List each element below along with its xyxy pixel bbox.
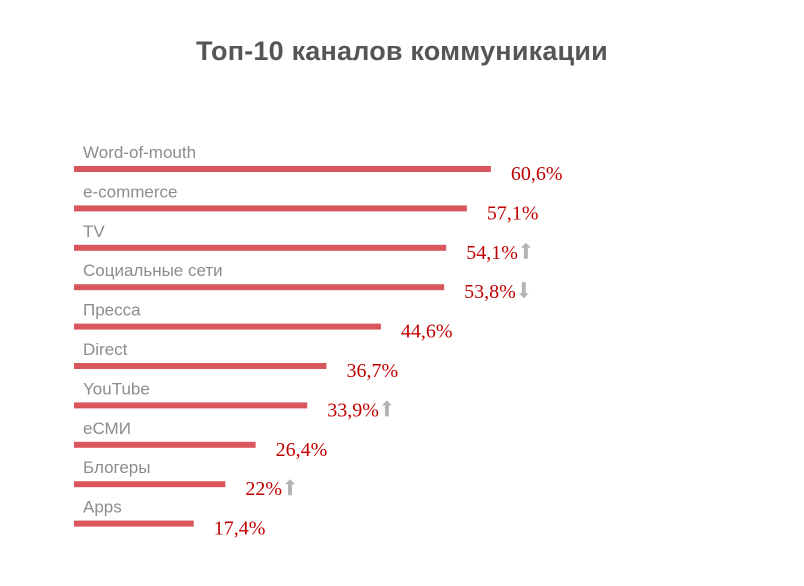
category-label: еСМИ [83, 419, 131, 438]
bar [74, 244, 447, 251]
value-label: 22% [245, 478, 282, 500]
value-label: 36,7% [346, 360, 398, 382]
trend-up-icon [285, 479, 296, 496]
category-label: Apps [83, 498, 122, 517]
value-label: 54,1% [466, 242, 518, 264]
category-label: TV [83, 222, 105, 241]
value-label: 17,4% [214, 518, 266, 540]
category-label: YouTube [83, 379, 150, 398]
category-label: Word-of-mouth [83, 143, 196, 162]
value-label: 33,9% [327, 399, 379, 421]
value-label: 26,4% [276, 439, 328, 461]
bar [74, 166, 491, 172]
category-label: Пресса [83, 301, 141, 320]
category-label: e-commerce [83, 182, 177, 201]
value-label: 57,1% [487, 202, 539, 224]
chart-title: Топ-10 каналов коммуникации [196, 36, 608, 66]
bar [74, 481, 226, 488]
value-label: 44,6% [401, 321, 453, 343]
bar [74, 363, 327, 369]
category-label: Блогеры [83, 458, 151, 477]
category-label: Социальные сети [83, 261, 223, 280]
trend-down-icon [518, 282, 529, 299]
bar [74, 520, 194, 527]
bar [74, 205, 467, 212]
value-label: 53,8% [464, 281, 516, 303]
bar [74, 284, 445, 291]
trend-up-icon [520, 242, 531, 259]
bar [74, 402, 308, 409]
bar [74, 323, 381, 330]
value-label: 60,6% [511, 163, 563, 185]
bar [74, 441, 256, 448]
category-label: Direct [83, 340, 128, 359]
trend-up-icon [381, 400, 392, 417]
